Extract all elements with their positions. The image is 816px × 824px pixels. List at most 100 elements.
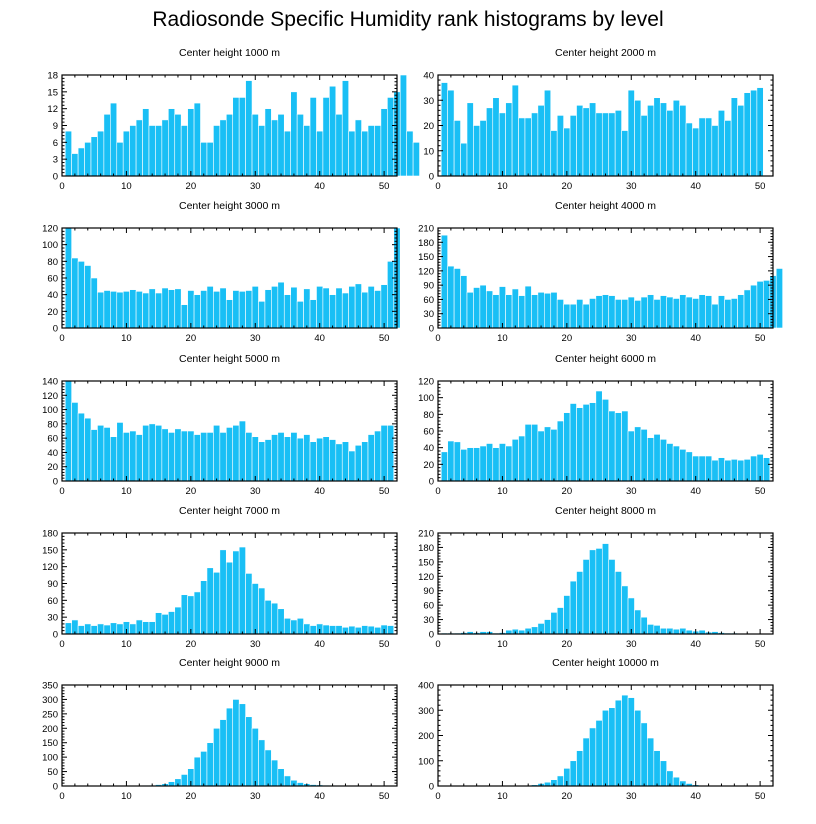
bar-rank-47	[361, 130, 369, 177]
bar-rank-4	[84, 417, 92, 482]
x-tick-label: 30	[250, 333, 261, 344]
x-tick-label: 20	[562, 333, 573, 344]
bar-rank-31	[258, 301, 266, 329]
bar-rank-32	[640, 296, 648, 329]
y-tick-label: 60	[423, 427, 434, 438]
bar-rank-36	[666, 443, 674, 482]
y-tick-label: 0	[53, 324, 58, 335]
bar-rank-17	[168, 781, 176, 787]
y-tick-label: 90	[47, 579, 58, 590]
bar-rank-17	[168, 108, 176, 177]
bar-rank-29	[245, 432, 253, 482]
x-tick-label: 10	[497, 333, 508, 344]
bar-rank-32	[640, 722, 648, 787]
x-tick-label: 10	[121, 639, 132, 650]
histogram-panel-3: Center height 3000 m 0 20 40 60 80 100 120 0 10 20…	[42, 200, 401, 344]
bar-rank-49	[374, 626, 382, 635]
bar-rank-32	[264, 439, 272, 482]
bar-rank-47	[737, 294, 745, 329]
bar-rank-36	[290, 286, 298, 329]
bar-rank-44	[341, 441, 349, 482]
panel-title: Center height 9000 m	[179, 657, 280, 669]
bar-rank-3	[77, 625, 85, 635]
bar-rank-15	[531, 626, 539, 635]
bars	[64, 380, 395, 482]
bar-rank-35	[283, 775, 292, 787]
bar-rank-14	[148, 423, 156, 482]
x-tick-label: 10	[497, 181, 508, 192]
bar-rank-39	[309, 625, 317, 635]
bar-rank-18	[550, 429, 558, 482]
bar-rank-6	[473, 125, 481, 177]
bar-rank-43	[335, 113, 343, 177]
bar-rank-28	[238, 703, 246, 787]
bar-rank-2	[71, 402, 79, 482]
bar-rank-26	[225, 113, 234, 177]
y-tick-label: 150	[42, 738, 58, 749]
x-tick-label: 40	[314, 486, 325, 497]
bar-rank-5	[90, 136, 98, 177]
y-tick-label: 6	[53, 138, 58, 149]
bar-rank-50	[756, 87, 764, 177]
bar-rank-18	[550, 130, 558, 177]
bar-rank-18	[174, 288, 182, 329]
bar-rank-14	[148, 125, 156, 177]
bar-rank-17	[543, 89, 552, 177]
bar-rank-32	[640, 429, 648, 482]
x-tick-label: 40	[314, 791, 325, 802]
panel-title: Center height 1000 m	[179, 47, 280, 59]
bar-rank-32	[264, 749, 272, 787]
x-tick-label: 10	[497, 639, 508, 650]
panel-title: Center height 2000 m	[555, 47, 656, 59]
bar-rank-5	[466, 102, 474, 177]
bar-rank-26	[601, 112, 610, 177]
y-tick-label: 0	[53, 172, 58, 183]
bar-rank-5	[90, 625, 98, 635]
bar-rank-14	[524, 424, 532, 482]
bar-rank-17	[168, 611, 176, 635]
y-tick-label: 20	[423, 121, 434, 132]
bar-rank-17	[543, 426, 552, 482]
bar-rank-30	[251, 113, 259, 177]
y-tick-label: 180	[418, 238, 434, 249]
x-tick-label: 20	[562, 181, 573, 192]
bar-rank-38	[303, 125, 311, 177]
bar-rank-34	[277, 113, 285, 177]
bars	[64, 546, 395, 635]
bar-rank-3	[77, 261, 85, 329]
bar-rank-13	[518, 117, 526, 177]
x-tick-label: 50	[379, 486, 390, 497]
bars	[440, 82, 764, 177]
bar-rank-31	[634, 709, 642, 787]
bar-rank-41	[322, 97, 330, 177]
bar-rank-19	[180, 774, 188, 787]
bar-rank-53	[399, 74, 407, 177]
bar-rank-48	[367, 125, 375, 177]
bar-rank-4	[84, 265, 92, 329]
y-tick-label: 40	[423, 71, 434, 82]
x-tick-label: 10	[497, 486, 508, 497]
bar-rank-18	[550, 612, 558, 635]
x-tick-label: 50	[379, 639, 390, 650]
bar-rank-14	[148, 288, 156, 329]
bar-rank-20	[187, 430, 195, 482]
x-tick-label: 30	[626, 639, 637, 650]
x-tick-label: 30	[250, 791, 261, 802]
y-tick-label: 40	[47, 448, 58, 459]
bar-rank-40	[316, 130, 324, 177]
bar-rank-14	[524, 117, 532, 177]
y-tick-label: 180	[42, 529, 58, 540]
bar-rank-9	[492, 97, 500, 177]
y-tick-label: 40	[423, 443, 434, 454]
bar-rank-21	[193, 102, 201, 177]
bar-rank-23	[206, 432, 214, 482]
bar-rank-23	[206, 742, 214, 787]
bar-rank-39	[685, 296, 693, 329]
panel-title: Center height 8000 m	[555, 505, 656, 517]
bar-rank-21	[193, 294, 201, 329]
bar-rank-55	[412, 142, 420, 177]
x-tick-label: 50	[755, 333, 766, 344]
bar-rank-27	[608, 112, 616, 177]
x-tick-label: 0	[59, 333, 64, 344]
bar-rank-15	[155, 424, 163, 482]
